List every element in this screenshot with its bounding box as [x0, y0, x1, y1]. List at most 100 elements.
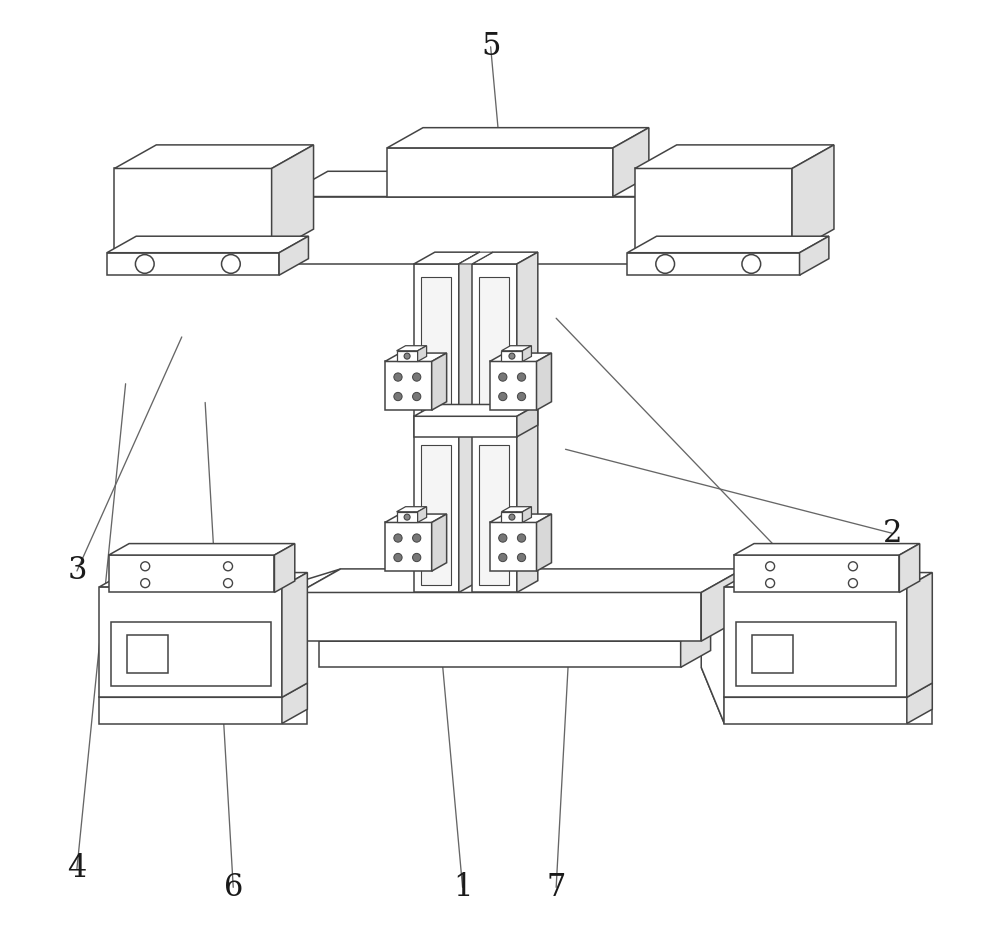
Bar	[501, 512, 522, 522]
Polygon shape	[899, 544, 920, 592]
Polygon shape	[522, 345, 531, 361]
Text: 6: 6	[224, 871, 243, 903]
Polygon shape	[613, 127, 649, 197]
Circle shape	[742, 255, 761, 273]
Polygon shape	[800, 236, 829, 275]
Text: 3: 3	[67, 555, 87, 587]
Polygon shape	[418, 506, 427, 522]
Polygon shape	[701, 569, 746, 592]
Polygon shape	[414, 252, 480, 264]
Bar	[736, 622, 896, 686]
Polygon shape	[517, 252, 538, 592]
Circle shape	[517, 553, 526, 562]
Polygon shape	[274, 544, 295, 592]
Circle shape	[499, 373, 507, 381]
Polygon shape	[734, 544, 920, 555]
Circle shape	[509, 353, 515, 359]
Bar	[387, 148, 613, 197]
Polygon shape	[907, 683, 932, 724]
Text: 2: 2	[883, 518, 903, 549]
Circle shape	[394, 373, 402, 381]
Bar	[627, 253, 800, 275]
Circle shape	[509, 514, 515, 520]
Polygon shape	[681, 624, 711, 667]
Polygon shape	[319, 624, 711, 641]
Polygon shape	[99, 573, 307, 587]
Bar	[479, 446, 509, 585]
Polygon shape	[717, 193, 768, 210]
Bar	[114, 168, 272, 253]
Polygon shape	[432, 514, 447, 571]
Polygon shape	[701, 569, 743, 641]
Bar	[635, 168, 792, 253]
Polygon shape	[717, 171, 762, 264]
Polygon shape	[283, 171, 762, 197]
Circle shape	[413, 553, 421, 562]
Bar	[127, 635, 168, 673]
Circle shape	[499, 534, 507, 542]
Polygon shape	[724, 683, 932, 697]
Bar	[264, 210, 285, 251]
Bar	[724, 697, 932, 724]
Polygon shape	[472, 252, 538, 264]
Bar	[385, 361, 432, 410]
Circle shape	[517, 373, 526, 381]
Polygon shape	[627, 236, 829, 253]
Circle shape	[394, 553, 402, 562]
Circle shape	[394, 392, 402, 401]
Polygon shape	[387, 127, 649, 148]
Polygon shape	[385, 353, 447, 361]
Bar	[752, 635, 793, 673]
Bar	[397, 512, 418, 522]
Polygon shape	[490, 353, 551, 361]
Bar	[109, 555, 274, 592]
Text: 4: 4	[67, 853, 87, 885]
Bar	[107, 253, 279, 275]
Polygon shape	[517, 404, 538, 437]
Circle shape	[413, 534, 421, 542]
Circle shape	[413, 392, 421, 401]
Polygon shape	[537, 514, 551, 571]
Bar	[385, 522, 432, 571]
Bar	[724, 587, 907, 697]
Polygon shape	[397, 506, 427, 512]
Polygon shape	[299, 569, 743, 592]
Circle shape	[499, 392, 507, 401]
Polygon shape	[907, 573, 932, 697]
Polygon shape	[418, 345, 427, 361]
Bar	[414, 264, 459, 592]
Polygon shape	[459, 252, 480, 592]
Circle shape	[517, 534, 526, 542]
Circle shape	[517, 392, 526, 401]
Polygon shape	[282, 569, 341, 592]
Polygon shape	[501, 506, 531, 512]
Bar	[479, 277, 509, 417]
Bar	[734, 555, 899, 592]
Polygon shape	[459, 252, 493, 264]
Circle shape	[404, 514, 410, 520]
Bar	[717, 210, 738, 251]
Polygon shape	[522, 506, 531, 522]
Polygon shape	[282, 683, 307, 724]
Bar	[111, 622, 271, 686]
Text: 1: 1	[453, 871, 472, 903]
Circle shape	[135, 255, 154, 273]
Polygon shape	[385, 514, 447, 522]
Polygon shape	[701, 592, 724, 724]
Bar	[421, 446, 451, 585]
Polygon shape	[264, 193, 315, 210]
Circle shape	[499, 553, 507, 562]
Circle shape	[413, 373, 421, 381]
Bar	[99, 697, 307, 724]
Polygon shape	[109, 544, 295, 555]
Circle shape	[766, 578, 775, 588]
Circle shape	[222, 255, 240, 273]
Polygon shape	[279, 236, 308, 275]
Polygon shape	[397, 345, 427, 351]
Polygon shape	[635, 145, 834, 168]
Circle shape	[848, 562, 857, 571]
Text: 5: 5	[481, 31, 500, 63]
Polygon shape	[724, 573, 932, 587]
Bar	[397, 351, 418, 361]
Polygon shape	[114, 145, 314, 168]
